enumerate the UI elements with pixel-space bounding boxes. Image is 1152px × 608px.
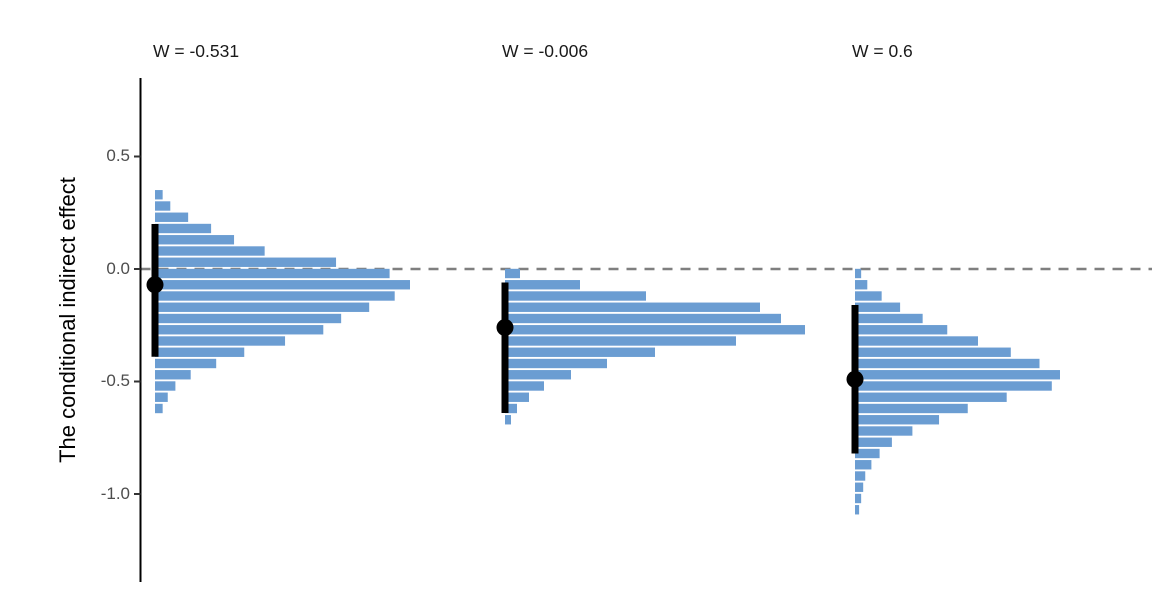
histogram-bar <box>855 381 1052 391</box>
histogram-bar <box>855 313 923 324</box>
histogram-bar <box>155 302 370 312</box>
histogram-bar <box>855 336 978 346</box>
histogram-bar <box>155 325 324 335</box>
histogram-bar <box>505 347 655 357</box>
histogram-bar <box>505 381 544 391</box>
histogram-bar <box>505 392 529 402</box>
histogram-bar <box>855 291 882 301</box>
histogram-bar <box>855 448 880 459</box>
y-tick-label: -1.0 <box>100 484 130 503</box>
histogram-bar <box>855 325 948 335</box>
histogram-bar <box>855 482 864 492</box>
histogram-bar <box>155 313 342 324</box>
histogram-bar <box>155 403 163 414</box>
histogram-bar <box>155 268 390 279</box>
histogram-bar <box>505 302 760 312</box>
histogram-bar <box>155 280 410 290</box>
histogram-bar <box>155 246 265 256</box>
histogram-bar <box>505 370 571 380</box>
histogram-bar <box>855 280 868 290</box>
panel-title: W = 0.6 <box>852 41 913 61</box>
histogram-bar <box>155 212 189 222</box>
histogram-bar <box>155 235 235 245</box>
histogram-bar <box>505 358 607 369</box>
histogram-bar <box>505 313 781 324</box>
panel-title: W = -0.531 <box>153 41 240 61</box>
histogram-bar <box>505 280 580 290</box>
histogram-bar <box>155 392 168 402</box>
histogram-bar <box>855 392 1007 402</box>
histogram-bar <box>505 415 511 425</box>
histogram-bar <box>855 437 892 447</box>
y-tick-label: 0.5 <box>106 146 130 165</box>
histogram-bar <box>855 460 872 470</box>
histogram-bar <box>855 505 860 515</box>
point-estimate-dot <box>846 370 864 388</box>
histogram-bar <box>155 336 286 346</box>
histogram-bar <box>855 347 1011 357</box>
histogram-bar <box>155 257 337 267</box>
panel-title: W = -0.006 <box>502 41 589 61</box>
histogram-bar <box>505 268 520 279</box>
histogram-bar <box>855 268 862 279</box>
histogram-bar <box>855 415 940 425</box>
histogram-bar <box>155 358 217 369</box>
histogram-bar <box>855 302 901 312</box>
histogram-bar <box>855 493 862 504</box>
plot-area <box>134 78 1152 582</box>
histogram-bar <box>505 291 646 301</box>
histogram-bar <box>855 403 968 414</box>
y-tick-label: 0.0 <box>106 259 130 278</box>
histogram-bar <box>155 370 191 380</box>
histogram-bar <box>505 336 736 346</box>
y-tick-label: -0.5 <box>100 371 130 390</box>
histogram-bar <box>155 201 171 211</box>
histogram-bar <box>855 471 866 481</box>
conditional-indirect-effect-chart: The conditional indirect effect 0.5 0.0 … <box>40 16 1152 592</box>
histogram-bar <box>855 426 913 436</box>
histogram-bar <box>855 370 1060 380</box>
histogram-bar <box>505 403 517 414</box>
histogram-bar <box>155 381 176 391</box>
histogram-bar <box>505 325 805 335</box>
histogram-bar <box>855 358 1040 369</box>
histogram-bar <box>155 347 245 357</box>
histogram-bar <box>155 223 212 234</box>
histogram-bar <box>155 291 395 301</box>
histogram-bar <box>155 190 163 200</box>
point-estimate-dot <box>496 319 514 336</box>
point-estimate-dot <box>146 276 164 294</box>
y-axis-title: The conditional indirect effect <box>55 177 80 463</box>
